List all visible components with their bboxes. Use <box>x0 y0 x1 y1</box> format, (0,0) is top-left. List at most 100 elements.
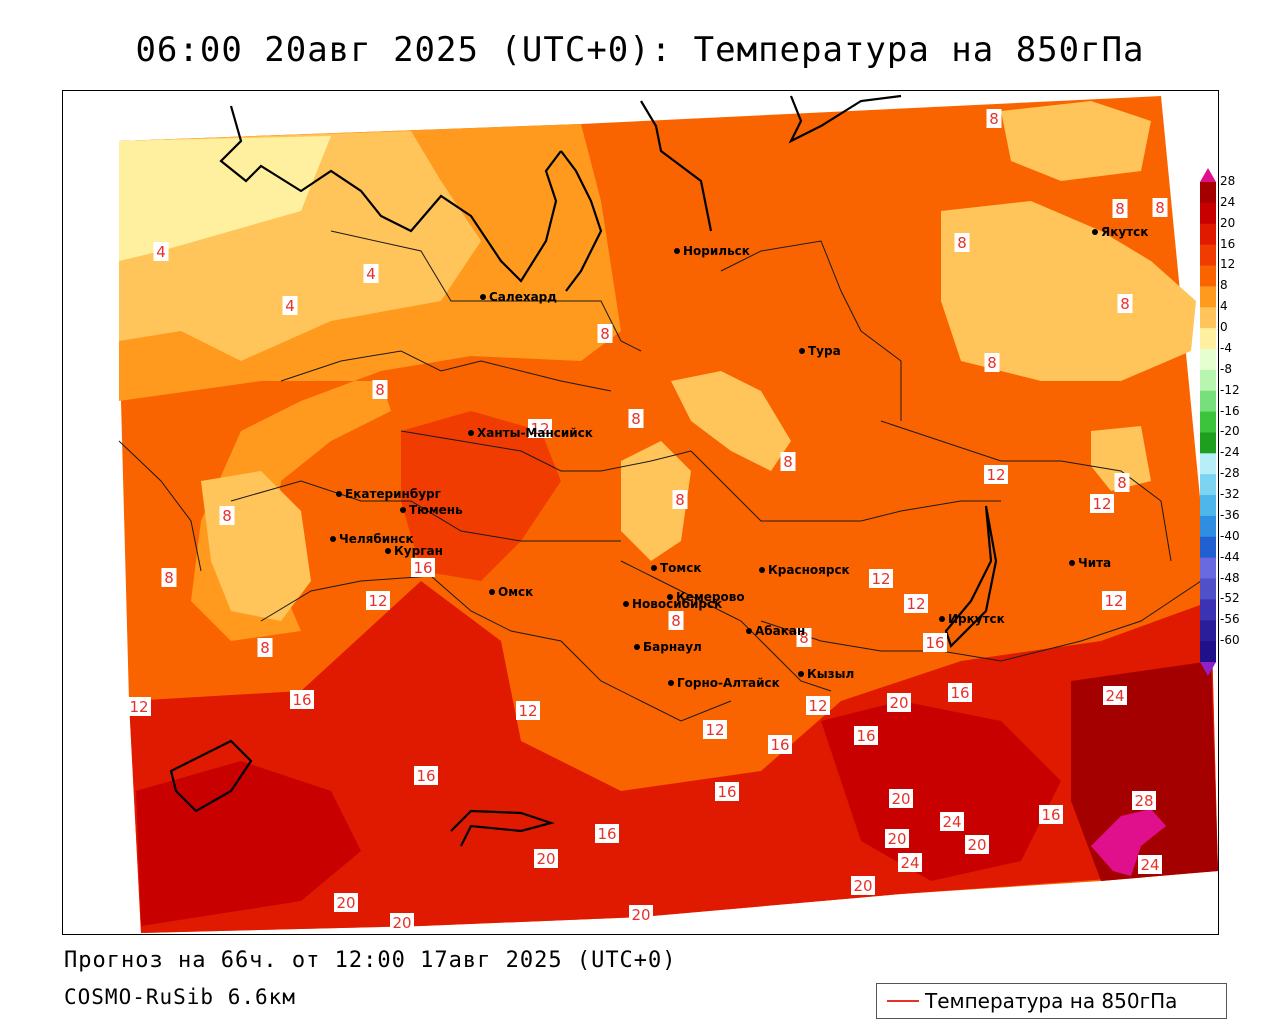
city-label: Тюмень <box>409 503 463 517</box>
svg-text:12: 12 <box>368 592 387 610</box>
isoline-label: 16 <box>768 735 792 754</box>
svg-text:28: 28 <box>1134 792 1153 810</box>
city-marker: Тюмень <box>400 503 463 517</box>
svg-text:20: 20 <box>887 830 906 848</box>
svg-text:4: 4 <box>285 297 295 315</box>
isoline-label: 20 <box>629 905 653 924</box>
city-label: Кемерово <box>676 590 745 604</box>
colorbar-swatch <box>1200 328 1216 350</box>
svg-text:12: 12 <box>530 420 549 438</box>
city-label: Курган <box>394 544 443 558</box>
colorbar-tick-label: 24 <box>1220 194 1236 209</box>
colorbar-tick-label: -12 <box>1220 382 1240 397</box>
city-marker: Абакан <box>746 624 805 638</box>
isoline-label: 28 <box>1132 791 1156 810</box>
model-name: COSMO-RuSib 6.6км <box>64 985 296 1009</box>
isoline-label: 8 <box>597 324 613 343</box>
city-marker: Челябинск <box>330 532 414 546</box>
colorbar-swatch <box>1200 620 1216 642</box>
isoline-label: 20 <box>885 829 909 848</box>
svg-text:8: 8 <box>675 491 685 509</box>
svg-text:16: 16 <box>925 634 944 652</box>
colorbar-tick-label: -48 <box>1220 570 1240 585</box>
svg-text:16: 16 <box>416 767 435 785</box>
isoline-label: 8 <box>161 568 177 587</box>
city-marker: Барнаул <box>634 640 702 654</box>
city-label: Норильск <box>683 244 750 258</box>
isoline-label: 12 <box>516 701 540 720</box>
city-marker: Красноярск <box>759 563 850 577</box>
svg-text:12: 12 <box>808 697 827 715</box>
svg-text:8: 8 <box>989 110 999 128</box>
isoline-label: 12 <box>127 697 151 716</box>
svg-text:8: 8 <box>783 453 793 471</box>
svg-text:24: 24 <box>942 813 961 831</box>
city-label: Красноярск <box>768 563 850 577</box>
colorbar-swatch <box>1200 495 1216 517</box>
city-marker: Кызыл <box>798 667 854 681</box>
svg-text:16: 16 <box>597 825 616 843</box>
colorbar-swatch <box>1200 641 1216 663</box>
isoline-label: 8 <box>372 380 388 399</box>
colorbar-swatch <box>1200 265 1216 287</box>
colorbar-swatch <box>1200 348 1216 371</box>
svg-text:8: 8 <box>600 325 610 343</box>
svg-text:20: 20 <box>967 836 986 854</box>
isoline-label: 16 <box>923 633 947 652</box>
svg-text:12: 12 <box>1092 495 1111 513</box>
colorbar-swatch <box>1200 432 1216 454</box>
isoline-label: 24 <box>1103 686 1127 705</box>
svg-text:8: 8 <box>260 639 270 657</box>
isoline-label: 8 <box>668 611 684 630</box>
colorbar-swatch <box>1200 286 1216 308</box>
colorbar-swatch <box>1200 515 1216 538</box>
isoline-label: 12 <box>366 591 390 610</box>
isoline-label: 20 <box>851 876 875 895</box>
city-marker: Курган <box>385 544 443 558</box>
svg-text:12: 12 <box>871 570 890 588</box>
colorbar-tick-label: -24 <box>1220 445 1240 460</box>
svg-text:16: 16 <box>770 736 789 754</box>
isoline-label: 4 <box>282 296 298 315</box>
colorbar-bottom-arrow <box>1200 662 1216 676</box>
colorbar-tick-label: -16 <box>1220 403 1240 418</box>
city-marker: Ханты-Мансийск <box>468 426 593 440</box>
colorbar-tick-label: -52 <box>1220 591 1240 606</box>
city-marker: Томск <box>651 561 702 575</box>
isoline-label: 12 <box>703 720 727 739</box>
isoline-label: 20 <box>965 835 989 854</box>
svg-text:8: 8 <box>375 381 385 399</box>
svg-text:12: 12 <box>906 595 925 613</box>
svg-text:20: 20 <box>392 914 411 932</box>
colorbar-tick-label: -40 <box>1220 528 1240 543</box>
svg-text:8: 8 <box>1120 295 1130 313</box>
svg-text:8: 8 <box>631 410 641 428</box>
isoline-label: 8 <box>1117 294 1133 313</box>
svg-text:16: 16 <box>292 691 311 709</box>
colorbar-tick-label: -60 <box>1220 633 1240 648</box>
svg-text:24: 24 <box>1105 687 1124 705</box>
colorbar-swatch <box>1200 307 1216 329</box>
city-label: Тура <box>808 344 841 358</box>
colorbar-swatch <box>1200 599 1216 621</box>
svg-text:20: 20 <box>889 694 908 712</box>
city-label: Горно-Алтайск <box>677 676 780 690</box>
city-marker: Омск <box>489 585 533 599</box>
isoline-label: 4 <box>153 242 169 261</box>
svg-text:16: 16 <box>717 783 736 801</box>
svg-text:8: 8 <box>799 629 809 647</box>
svg-text:20: 20 <box>336 894 355 912</box>
isoline-label: 8 <box>796 628 812 647</box>
isoline-label: 20 <box>889 789 913 808</box>
city-label: Новосибирск <box>632 597 722 611</box>
isoline-label: 8 <box>1114 473 1130 492</box>
isoline-label: 16 <box>595 824 619 843</box>
svg-text:8: 8 <box>671 612 681 630</box>
city-marker: Новосибирск <box>623 597 722 611</box>
isoline-label: 8 <box>672 490 688 509</box>
isoline-label: 12 <box>528 419 552 438</box>
svg-text:20: 20 <box>853 877 872 895</box>
svg-text:20: 20 <box>631 906 650 924</box>
svg-text:12: 12 <box>986 466 1005 484</box>
svg-text:4: 4 <box>156 243 166 261</box>
